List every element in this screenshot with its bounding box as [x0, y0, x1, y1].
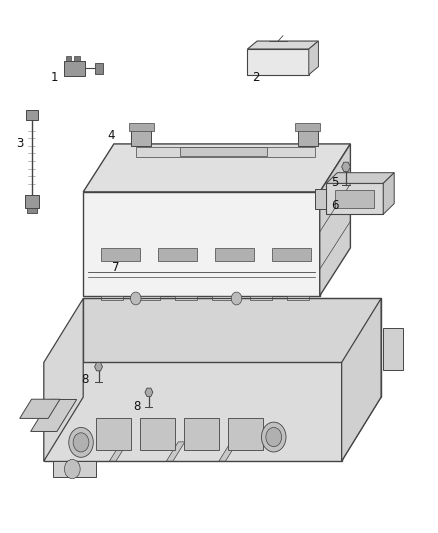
Text: 3: 3 — [17, 138, 24, 150]
Polygon shape — [383, 173, 394, 214]
Polygon shape — [309, 41, 318, 75]
Polygon shape — [326, 183, 383, 214]
Polygon shape — [175, 296, 197, 300]
Polygon shape — [101, 296, 123, 300]
Polygon shape — [250, 296, 272, 300]
Circle shape — [231, 292, 242, 305]
Text: 8: 8 — [134, 400, 141, 413]
Polygon shape — [342, 298, 381, 461]
Polygon shape — [95, 362, 102, 371]
Polygon shape — [228, 418, 263, 450]
Polygon shape — [53, 461, 96, 477]
Polygon shape — [25, 195, 39, 208]
Circle shape — [131, 292, 141, 305]
Polygon shape — [44, 298, 83, 461]
Text: 4: 4 — [107, 130, 115, 142]
Circle shape — [69, 427, 93, 457]
Text: 8: 8 — [81, 373, 88, 386]
Polygon shape — [166, 442, 185, 461]
Circle shape — [266, 427, 282, 447]
Polygon shape — [247, 41, 318, 49]
Circle shape — [261, 422, 286, 452]
Polygon shape — [44, 362, 342, 461]
Polygon shape — [326, 173, 394, 183]
Text: 5: 5 — [331, 176, 338, 189]
Text: 1: 1 — [50, 71, 58, 84]
Polygon shape — [131, 129, 151, 146]
Polygon shape — [96, 418, 131, 450]
Text: 7: 7 — [112, 261, 119, 274]
Circle shape — [73, 433, 89, 452]
Polygon shape — [44, 397, 381, 461]
Polygon shape — [129, 123, 154, 131]
Polygon shape — [298, 129, 318, 146]
Polygon shape — [315, 189, 326, 209]
Circle shape — [64, 459, 80, 479]
Polygon shape — [26, 110, 38, 120]
Polygon shape — [180, 147, 267, 156]
Polygon shape — [145, 388, 153, 397]
Polygon shape — [158, 248, 197, 261]
Polygon shape — [383, 328, 403, 370]
Text: 6: 6 — [331, 199, 338, 212]
Polygon shape — [215, 248, 254, 261]
Polygon shape — [66, 56, 71, 61]
Polygon shape — [138, 296, 160, 300]
Polygon shape — [101, 248, 140, 261]
Polygon shape — [136, 147, 315, 157]
Polygon shape — [64, 61, 85, 76]
Polygon shape — [320, 144, 350, 296]
Polygon shape — [335, 190, 374, 208]
Polygon shape — [247, 49, 309, 75]
Polygon shape — [83, 298, 381, 397]
Polygon shape — [83, 144, 350, 192]
Polygon shape — [342, 162, 350, 172]
Polygon shape — [295, 123, 320, 131]
Text: 2: 2 — [252, 71, 259, 84]
Polygon shape — [83, 192, 320, 296]
Polygon shape — [212, 296, 234, 300]
Polygon shape — [74, 56, 80, 61]
Polygon shape — [184, 418, 219, 450]
Polygon shape — [31, 400, 77, 432]
Polygon shape — [27, 208, 37, 213]
Polygon shape — [110, 442, 128, 461]
Polygon shape — [272, 248, 311, 261]
Polygon shape — [219, 442, 237, 461]
Polygon shape — [140, 418, 175, 450]
Polygon shape — [20, 399, 60, 418]
Polygon shape — [287, 296, 309, 300]
Polygon shape — [95, 63, 103, 74]
